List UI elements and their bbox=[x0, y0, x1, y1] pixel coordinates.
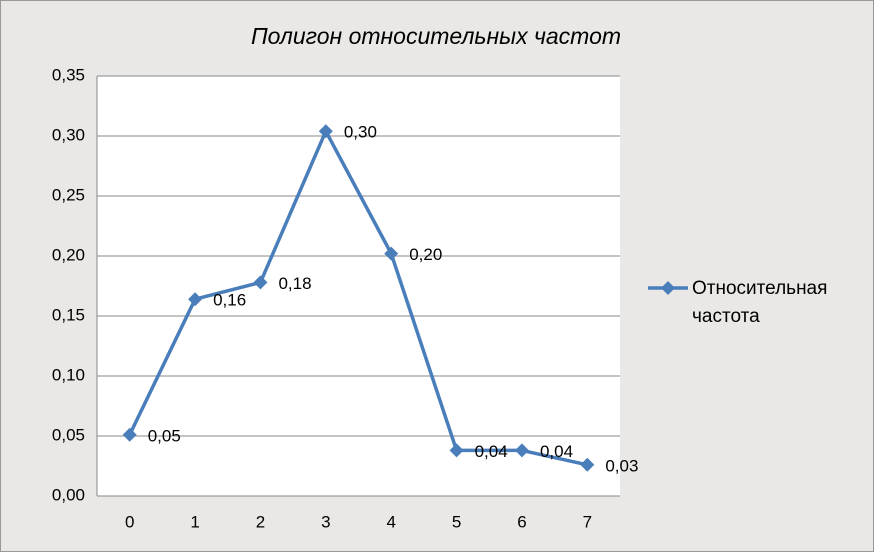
x-tick-label: 1 bbox=[190, 512, 199, 531]
x-tick-label: 2 bbox=[256, 512, 265, 531]
x-tick-label: 7 bbox=[583, 512, 592, 531]
y-tick-label: 0,30 bbox=[52, 125, 85, 144]
x-tick-label: 0 bbox=[125, 512, 134, 531]
data-label: 0,18 bbox=[278, 274, 311, 293]
y-tick-label: 0,00 bbox=[52, 485, 85, 504]
x-tick-label: 5 bbox=[452, 512, 461, 531]
data-label: 0,20 bbox=[409, 245, 442, 264]
y-tick-label: 0,10 bbox=[52, 365, 85, 384]
plot-area bbox=[97, 76, 620, 496]
y-tick-label: 0,05 bbox=[52, 425, 85, 444]
y-tick-label: 0,25 bbox=[52, 185, 85, 204]
data-label: 0,04 bbox=[475, 442, 508, 461]
chart-title: Полигон относительных частот bbox=[251, 23, 621, 49]
data-label: 0,05 bbox=[148, 426, 181, 445]
data-point bbox=[514, 443, 529, 458]
data-point bbox=[449, 443, 464, 458]
x-tick-label: 3 bbox=[321, 512, 330, 531]
y-tick-label: 0,35 bbox=[52, 65, 85, 84]
x-tick-label: 6 bbox=[517, 512, 526, 531]
data-point bbox=[188, 292, 203, 307]
data-label: 0,03 bbox=[605, 456, 638, 475]
data-point bbox=[384, 246, 399, 261]
data-point bbox=[318, 124, 333, 139]
y-tick-label: 0,15 bbox=[52, 305, 85, 324]
data-point bbox=[253, 275, 268, 290]
x-tick-label: 4 bbox=[386, 512, 395, 531]
data-point bbox=[122, 427, 137, 442]
legend-marker bbox=[661, 281, 675, 295]
legend-label: Относительная частота bbox=[692, 278, 828, 327]
data-label: 0,04 bbox=[540, 442, 573, 461]
data-label: 0,30 bbox=[344, 123, 377, 142]
series-line bbox=[128, 129, 588, 467]
y-tick-label: 0,20 bbox=[52, 245, 85, 264]
data-point bbox=[580, 457, 595, 472]
data-label: 0,16 bbox=[213, 291, 246, 310]
